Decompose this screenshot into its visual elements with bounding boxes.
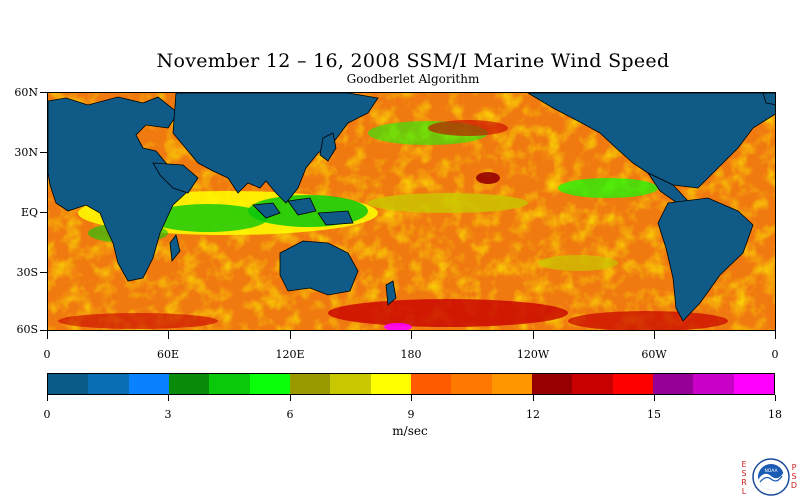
lat-tick [40, 152, 47, 153]
logo-letter: P [791, 463, 797, 472]
colorbar-label: 12 [526, 408, 540, 421]
colorbar-label: 15 [647, 408, 661, 421]
calm-zone [558, 178, 658, 198]
lon-label: 120E [275, 348, 305, 361]
extreme-wind-zone [384, 323, 412, 330]
lon-tick [533, 331, 534, 339]
colorbar-tick [290, 395, 291, 401]
colorbar-segment [128, 374, 169, 394]
colorbar-label: 18 [768, 408, 782, 421]
japan-land [319, 132, 337, 162]
high-wind-zone [568, 311, 728, 330]
lon-tick [47, 331, 48, 339]
madagascar-land [169, 234, 181, 263]
logo-letter: S [741, 469, 747, 478]
lat-tick [40, 92, 47, 93]
australia-land [279, 240, 359, 296]
colorbar [47, 373, 775, 395]
colorbar-label: 0 [43, 408, 51, 421]
noaa-logo: NOAA [752, 458, 790, 496]
lon-label: 120W [516, 348, 550, 361]
colorbar-segment [168, 374, 210, 394]
island-land [287, 197, 317, 216]
colorbar-segment [330, 374, 371, 394]
psd-letters: P S D [790, 463, 798, 490]
lon-label: 60E [156, 348, 180, 361]
lat-tick [40, 330, 47, 331]
wind-speed-map [47, 92, 776, 331]
colorbar-segment [48, 374, 89, 394]
lat-label-60s: 60S [16, 323, 38, 336]
colorbar-segment [612, 374, 653, 394]
colorbar-segment [88, 374, 129, 394]
colorbar-tick [168, 395, 169, 401]
lon-tick [168, 331, 169, 339]
colorbar-label: 6 [286, 408, 294, 421]
lat-label-30n: 30N [14, 146, 38, 159]
colorbar-tick [411, 395, 412, 401]
lon-tick [775, 331, 776, 339]
landmasses [48, 93, 775, 322]
colorbar-label: 9 [407, 408, 415, 421]
colorbar-segment [289, 374, 331, 394]
lon-label: 0 [771, 348, 779, 361]
asia-land [172, 93, 379, 204]
colorbar-segment [733, 374, 774, 394]
logo-letter: S [791, 472, 797, 481]
map-graphic [48, 93, 775, 330]
colorbar-segment [370, 374, 411, 394]
lat-label-60n: 60N [14, 86, 38, 99]
logo-letter: R [741, 478, 747, 487]
colorbar-segment [693, 374, 734, 394]
colorbar-segment [451, 374, 492, 394]
island-land [317, 210, 354, 226]
calm-zone [148, 204, 268, 232]
lon-tick [654, 331, 655, 339]
calm-zone [538, 255, 618, 271]
map-title: November 12 – 16, 2008 SSM/I Marine Wind… [156, 50, 670, 72]
map-subtitle: Goodberlet Algorithm [346, 72, 480, 86]
colorbar-tick [654, 395, 655, 401]
colorbar-segment [410, 374, 452, 394]
africa-europe-land [48, 96, 187, 282]
logo-letter: E [741, 460, 747, 469]
logo-letter: D [790, 481, 798, 490]
colorbar-segment [491, 374, 532, 394]
colorbar-units: m/sec [392, 424, 428, 438]
colorbar-tick [775, 395, 776, 401]
new-zealand-land [385, 280, 397, 306]
lon-label: 60W [641, 348, 667, 361]
lat-label-30s: 30S [16, 266, 38, 279]
esrl-letters: E S R L [740, 460, 748, 496]
greenland-land [762, 93, 775, 106]
colorbar-segment [209, 374, 250, 394]
logo-emblem-text: NOAA [764, 468, 778, 474]
high-wind-zone [428, 120, 508, 136]
colorbar-segment [249, 374, 290, 394]
colorbar-tick [47, 395, 48, 401]
high-wind-zone [58, 313, 218, 329]
lon-tick [411, 331, 412, 339]
colorbar-segment [531, 374, 573, 394]
high-wind-zone [328, 299, 568, 327]
lon-label: 0 [43, 348, 51, 361]
lat-tick [40, 272, 47, 273]
lat-tick [40, 212, 47, 213]
arabia-land [152, 162, 199, 194]
colorbar-segment [652, 374, 694, 394]
colorbar-segment [572, 374, 613, 394]
colorbar-label: 3 [164, 408, 172, 421]
high-wind-zone [476, 172, 500, 184]
island-land [252, 202, 281, 219]
lon-tick [290, 331, 291, 339]
colorbar-tick [533, 395, 534, 401]
lon-label: 180 [400, 348, 422, 361]
calm-zone [368, 193, 528, 213]
lat-label-eq: EQ [20, 206, 38, 219]
south-america-land [657, 197, 754, 322]
logo-letter: L [741, 487, 747, 496]
